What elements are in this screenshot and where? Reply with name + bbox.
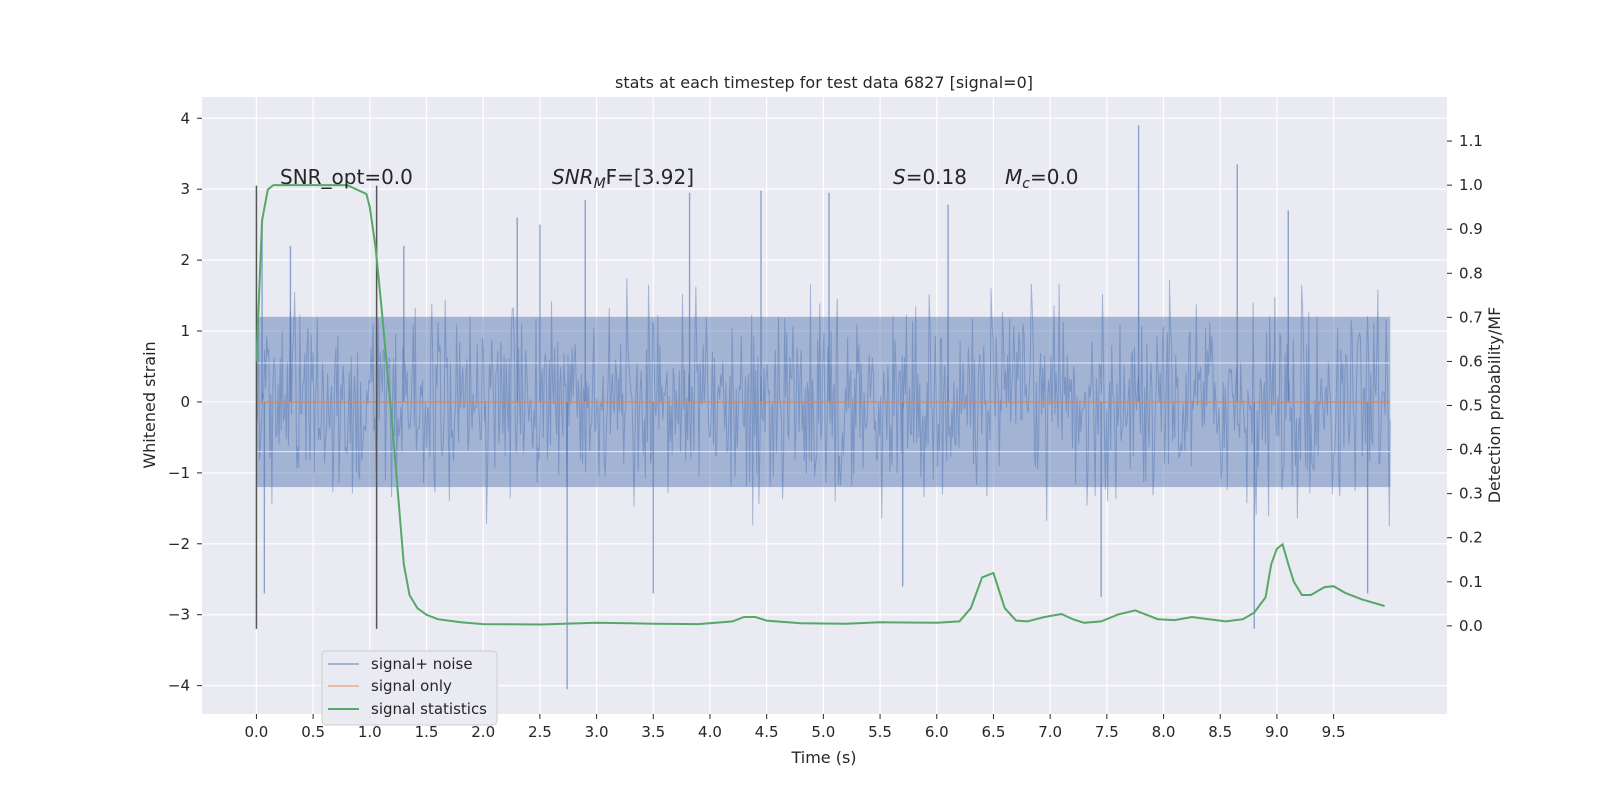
x-tick-label: 2.0 xyxy=(471,723,495,741)
y-right-tick-label: 1.1 xyxy=(1459,132,1483,150)
y-right-tick-label: 0.2 xyxy=(1459,529,1483,547)
plot-background xyxy=(202,97,1447,714)
x-tick-label: 5.5 xyxy=(868,723,892,741)
y-tick-label: 1 xyxy=(180,322,190,340)
x-tick-label: 6.5 xyxy=(982,723,1006,741)
annotation-snr-mf: SNRMF=[3.92] xyxy=(552,165,694,192)
y-tick-label: 3 xyxy=(180,180,190,198)
signal-statistics-line xyxy=(255,184,1385,626)
annotation-snr-opt: SNR_opt=0.0 xyxy=(280,165,413,189)
y-axis-ticks: −4 −3 −2 −1 0 1 2 3 4 xyxy=(168,109,202,695)
chart-title: stats at each timestep for test data 682… xyxy=(615,73,1033,92)
y-right-tick-label: 0.9 xyxy=(1459,220,1483,238)
y-tick-label: −4 xyxy=(168,677,190,695)
y-right-tick-label: 0.6 xyxy=(1459,352,1483,370)
x-tick-label: 2.5 xyxy=(528,723,552,741)
x-tick-label: 1.5 xyxy=(415,723,439,741)
x-tick-label: 5.0 xyxy=(811,723,835,741)
y-right-tick-label: 0.5 xyxy=(1459,397,1483,415)
y-right-tick-label: 0.8 xyxy=(1459,264,1483,282)
grid-lines xyxy=(202,97,1447,714)
y-tick-label: −1 xyxy=(168,464,190,482)
y-tick-label: −2 xyxy=(168,535,190,553)
x-tick-label: 9.0 xyxy=(1265,723,1289,741)
noise-trace xyxy=(255,278,1391,527)
x-tick-label: 0.5 xyxy=(301,723,325,741)
y-tick-label: 0 xyxy=(180,393,190,411)
x-tick-label: 1.0 xyxy=(358,723,382,741)
y-right-tick-label: 0.1 xyxy=(1459,573,1483,591)
y-axis-label: Whitened strain xyxy=(140,341,159,468)
x-tick-label: 4.0 xyxy=(698,723,722,741)
y-right-tick-label: 1.0 xyxy=(1459,176,1483,194)
legend: signal+ noise signal only signal statist… xyxy=(321,650,498,726)
y-right-tick-label: 0.4 xyxy=(1459,441,1483,459)
y-tick-label: 2 xyxy=(180,251,190,269)
y-tick-label: 4 xyxy=(180,109,190,127)
legend-label-signal-only: signal only xyxy=(371,677,452,695)
x-tick-label: 9.5 xyxy=(1322,723,1346,741)
annotation-s: S=0.18 xyxy=(893,165,967,189)
x-tick-label: 8.5 xyxy=(1208,723,1232,741)
x-tick-label: 7.0 xyxy=(1038,723,1062,741)
x-tick-label: 6.0 xyxy=(925,723,949,741)
legend-box xyxy=(321,650,498,726)
x-tick-label: 3.5 xyxy=(641,723,665,741)
annotation-mc: Mc=0.0 xyxy=(1005,165,1079,192)
signal-statistics-series xyxy=(255,184,1385,626)
x-tick-label: 0.0 xyxy=(244,723,268,741)
x-tick-label: 4.5 xyxy=(755,723,779,741)
y-right-tick-label: 0.3 xyxy=(1459,485,1483,503)
x-tick-label: 7.5 xyxy=(1095,723,1119,741)
y-right-axis-ticks: 0.0 0.1 0.2 0.3 0.4 0.5 0.6 0.7 0.8 0.9 1.0 1.1 xyxy=(1447,132,1483,635)
x-axis-ticks: 0.0 0.5 1.0 1.5 2.0 2.5 3.0 3.5 4.0 4.5 5.0 5.5 6.0 6… xyxy=(244,714,1346,741)
x-tick-label: 3.0 xyxy=(585,723,609,741)
legend-label-signal-noise: signal+ noise xyxy=(371,655,473,673)
y-right-tick-label: 0.0 xyxy=(1459,617,1483,635)
y-right-tick-label: 0.7 xyxy=(1459,308,1483,326)
x-axis-label: Time (s) xyxy=(790,748,856,767)
y-right-axis-label: Detection probability/MF xyxy=(1485,307,1504,504)
x-tick-label: 8.0 xyxy=(1152,723,1176,741)
y-tick-label: −3 xyxy=(168,606,190,624)
legend-label-signal-statistics: signal statistics xyxy=(371,700,487,718)
